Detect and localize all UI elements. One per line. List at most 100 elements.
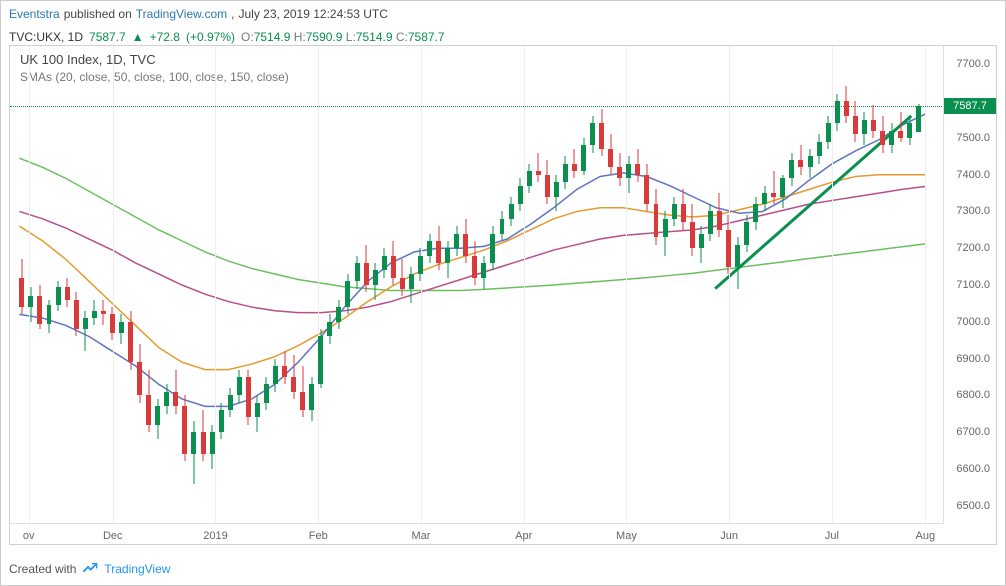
candle — [282, 46, 287, 524]
candle — [327, 46, 332, 524]
x-tick-label: Apr — [515, 530, 532, 542]
candle — [726, 46, 731, 524]
candle — [137, 46, 142, 524]
candle — [771, 46, 776, 524]
candle — [916, 46, 921, 524]
candle — [454, 46, 459, 524]
candle — [74, 46, 79, 524]
candle — [110, 46, 115, 524]
vgrid — [215, 46, 216, 524]
candle — [518, 46, 523, 524]
candle — [273, 46, 278, 524]
candle — [862, 46, 867, 524]
candle — [463, 46, 468, 524]
candle — [599, 46, 604, 524]
candle — [47, 46, 52, 524]
candle — [699, 46, 704, 524]
x-tick-label: Dec — [103, 530, 123, 542]
y-tick-label: 7300.0 — [956, 205, 990, 217]
footer-text: Created with — [9, 562, 76, 576]
plot-area[interactable] — [10, 46, 944, 524]
change-pct: (+0.97%) — [186, 30, 235, 44]
ticker-bar: TVC:UKX, 1D 7587.7 ▲ +72.8 (+0.97%) O:75… — [1, 27, 1005, 47]
x-tick-label: Feb — [309, 530, 328, 542]
candle — [817, 46, 822, 524]
candle — [527, 46, 532, 524]
footer: Created with TradingView — [9, 561, 170, 577]
candle — [210, 46, 215, 524]
candle — [300, 46, 305, 524]
candle — [563, 46, 568, 524]
candle — [626, 46, 631, 524]
candle — [753, 46, 758, 524]
candle — [445, 46, 450, 524]
candle — [418, 46, 423, 524]
candle — [182, 46, 187, 524]
candle — [780, 46, 785, 524]
candle — [545, 46, 550, 524]
vgrid — [925, 46, 926, 524]
candle — [191, 46, 196, 524]
candle — [345, 46, 350, 524]
candle — [219, 46, 224, 524]
y-tick-label: 7200.0 — [956, 242, 990, 254]
candle — [291, 46, 296, 524]
footer-brand: TradingView — [104, 562, 170, 576]
candle — [708, 46, 713, 524]
candle — [336, 46, 341, 524]
candle — [744, 46, 749, 524]
candle — [119, 46, 124, 524]
y-tick-label: 7000.0 — [956, 316, 990, 328]
candle — [654, 46, 659, 524]
candle — [536, 46, 541, 524]
y-tick-label: 6600.0 — [956, 463, 990, 475]
ohlc: O:7514.9 H:7590.9 L:7514.9 C:7587.7 — [241, 30, 445, 44]
candle — [635, 46, 640, 524]
candle — [509, 46, 514, 524]
candle — [581, 46, 586, 524]
candle — [255, 46, 260, 524]
candle — [146, 46, 151, 524]
candle — [880, 46, 885, 524]
candle — [56, 46, 61, 524]
candle — [128, 46, 133, 524]
candle — [201, 46, 206, 524]
publish-bar: Eventstra published on TradingView.com, … — [1, 1, 1005, 27]
candle — [826, 46, 831, 524]
candle — [690, 46, 695, 524]
candle — [355, 46, 360, 524]
candle — [246, 46, 251, 524]
vgrid — [832, 46, 833, 524]
candle — [798, 46, 803, 524]
y-tick-label: 7100.0 — [956, 279, 990, 291]
candle — [500, 46, 505, 524]
published-word: published on — [64, 7, 132, 21]
candle — [101, 46, 106, 524]
change: +72.8 — [150, 30, 180, 44]
publisher-link[interactable]: Eventstra — [9, 7, 60, 21]
candle — [92, 46, 97, 524]
last-price: 7587.7 — [89, 30, 126, 44]
candle — [28, 46, 33, 524]
candle — [264, 46, 269, 524]
candle — [164, 46, 169, 524]
y-tick-label: 7500.0 — [956, 132, 990, 144]
candle — [237, 46, 242, 524]
candle — [427, 46, 432, 524]
x-tick-label: Jun — [720, 530, 738, 542]
y-tick-label: 6500.0 — [956, 500, 990, 512]
chart-area[interactable]: UK 100 Index, 1D, TVC SMAs (20, close, 5… — [9, 45, 997, 545]
candle — [898, 46, 903, 524]
x-axis: ovDec2019FebMarAprMayJunJulAug — [10, 523, 944, 544]
candle — [436, 46, 441, 524]
candle — [173, 46, 178, 524]
candle — [19, 46, 24, 524]
price-badge: 7587.7 — [944, 98, 996, 114]
candle — [889, 46, 894, 524]
site-link[interactable]: TradingView.com — [136, 7, 227, 21]
candle — [472, 46, 477, 524]
x-tick-label: 2019 — [203, 530, 227, 542]
candle — [572, 46, 577, 524]
candle — [844, 46, 849, 524]
candle — [382, 46, 387, 524]
